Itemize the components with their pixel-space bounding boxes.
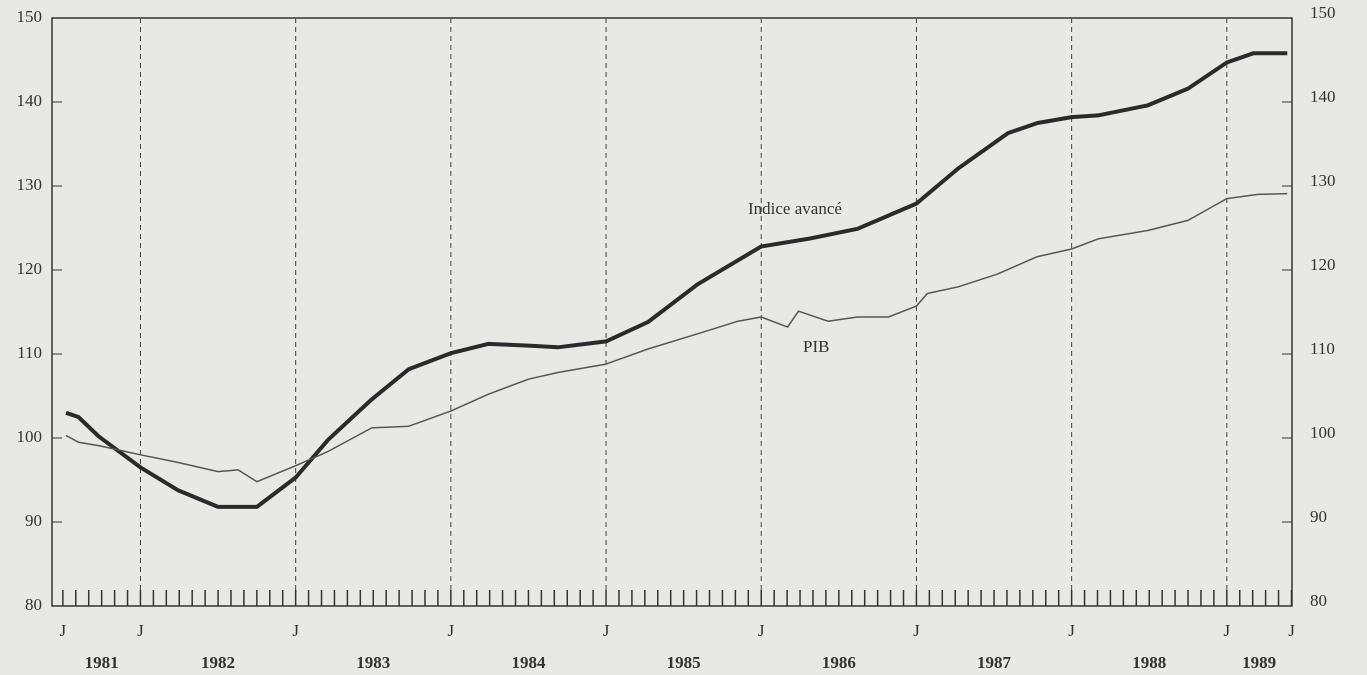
x-tick-label: J (758, 621, 765, 640)
y2-tick-label: 150 (1310, 3, 1336, 22)
year-label: 1982 (201, 653, 235, 672)
y2-tick-label: 100 (1310, 423, 1336, 442)
x-tick-label: J (603, 621, 610, 640)
y-tick-label: 140 (17, 91, 43, 110)
x-tick-label: J (60, 621, 67, 640)
x-tick-label: J (137, 621, 144, 640)
y2-tick-label: 120 (1310, 255, 1336, 274)
x-tick-label: J (913, 621, 920, 640)
year-label: 1985 (667, 653, 701, 672)
x-tick-label: J (448, 621, 455, 640)
y-tick-label: 100 (17, 427, 43, 446)
year-label: 1981 (85, 653, 119, 672)
y-tick-label: 150 (17, 7, 43, 26)
x-tick-label: J (1068, 621, 1075, 640)
y2-tick-label: 80 (1310, 591, 1327, 610)
series-line (65, 192, 1288, 483)
series-line (65, 51, 1288, 509)
y2-tick-label: 130 (1310, 171, 1336, 190)
y2-tick-label: 90 (1310, 507, 1327, 526)
x-tick-label: J (292, 621, 299, 640)
year-label: 1984 (511, 653, 546, 672)
year-label: 1983 (356, 653, 390, 672)
year-label: 1986 (822, 653, 856, 672)
y-tick-label: 90 (25, 511, 42, 530)
y-tick-label: 80 (25, 595, 42, 614)
year-label: 1988 (1132, 653, 1166, 672)
series-label: PIB (803, 337, 829, 356)
year-label: 1987 (977, 653, 1012, 672)
x-tick-label: J (1224, 621, 1231, 640)
y2-tick-label: 140 (1310, 87, 1336, 106)
series-label: Indice avancé (748, 199, 842, 218)
y-tick-label: 110 (17, 343, 42, 362)
y-tick-label: 120 (17, 259, 43, 278)
year-label: 1989 (1242, 653, 1276, 672)
x-tick-label: J (1288, 621, 1295, 640)
y2-tick-label: 110 (1310, 339, 1335, 358)
y-tick-label: 130 (17, 175, 43, 194)
plot-frame (51, 17, 1293, 607)
